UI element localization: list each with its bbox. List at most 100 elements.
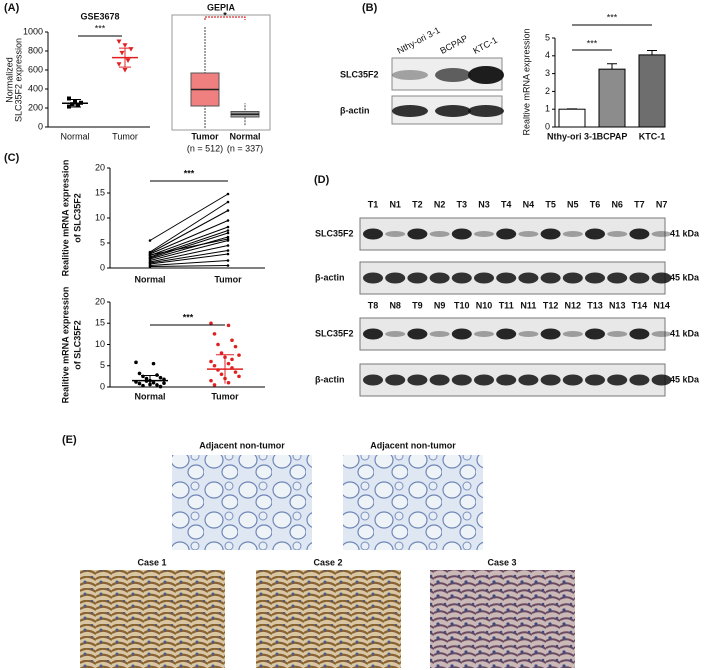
row-label: β-actin [315,374,345,384]
x-tick-label: KTC-1 [639,131,666,141]
lane-label: T9 [412,300,423,310]
data-point [226,200,230,204]
significance: *** [587,38,598,48]
x-tick-label: Normal [134,274,165,284]
row-label: SLC35F2 [315,228,354,238]
blot-band [407,374,428,386]
ihc-image [80,570,225,668]
image-title: Adjacent non-tumor [199,440,285,450]
data-point [76,103,80,108]
y-tick-label: 10 [95,212,105,222]
lane-label: N12 [565,300,582,310]
pair-line [149,201,229,253]
blot-band [385,231,406,237]
sample-count: (n = 337) [227,143,263,153]
y-tick-label: 20 [95,296,105,306]
pair-line [149,245,229,263]
y-axis-label: SLC35F2 expression [13,38,23,122]
lane-label: Nthy-ori 3-1 [395,25,441,56]
ihc-image [430,570,575,668]
blot-band [585,228,605,240]
data-point [137,371,142,376]
y-tick-label: 15 [95,187,105,197]
ihc-image [343,455,483,550]
data-point [226,252,230,256]
blot-band [451,272,472,284]
pair-line [149,265,229,267]
data-point [226,192,230,196]
blot-band [468,105,504,117]
y-tick-label: 400 [28,83,43,93]
lane-label: T2 [412,199,423,209]
blot-band [451,374,472,386]
x-tick-label: Tumor [112,131,138,141]
blot-band [540,228,561,240]
blot-band [474,272,494,284]
data-point [230,357,234,362]
lane-label: KTC-1 [471,35,499,56]
data-point [230,338,234,343]
lane-label: N3 [478,199,490,209]
blot-band [429,272,450,284]
data-point [137,381,142,386]
data-point [119,50,125,56]
blot-band [407,228,428,240]
data-point [233,344,238,349]
blot-band [629,328,650,340]
data-point [226,361,231,366]
data-point [70,102,74,107]
error-bar [216,354,234,384]
lane-label: N9 [434,300,446,310]
data-point [122,43,128,48]
blot-band [451,228,472,240]
lane-label: N10 [476,300,493,310]
data-point [237,374,241,379]
x-tick-label: Tumor [211,391,239,401]
kda-label: 41 kDa [670,328,700,338]
blot-band [407,272,428,284]
lane-label: T6 [590,199,601,209]
data-point [212,383,217,387]
error-bar [141,375,159,386]
blot-band [363,272,383,284]
blot-band [474,331,494,337]
data-point [212,363,217,368]
blot-band [392,105,428,117]
blot-band [562,272,583,284]
blot-band [474,231,494,237]
y-tick-label: 800 [28,45,43,55]
data-point [233,370,238,374]
lane-label: T7 [634,199,645,209]
data-point [148,239,152,242]
blot-band [651,231,672,237]
pair-line [149,236,229,260]
blot-band [607,331,628,337]
x-tick-label: Normal [229,131,260,141]
blot-band [540,272,561,284]
data-point [226,237,230,241]
lane-label: T4 [501,199,512,209]
data-point [134,360,138,365]
y-tick-label: 2 [545,86,550,96]
blot-band [518,374,539,386]
image-title: Case 3 [487,557,516,567]
data-point [116,39,122,44]
lane-label: T13 [587,300,603,310]
y-axis-label: of SLC35F2 [72,320,82,370]
y-tick-label: 1 [545,104,550,114]
blot-band [540,374,561,386]
blot-band [429,331,450,337]
blot-band [385,331,406,337]
lane-label: T12 [543,300,559,310]
blot-band [607,374,628,386]
error-bar [647,49,657,55]
blot-band [518,272,539,284]
data-point [209,359,213,364]
x-tick-label: Normal [134,391,165,401]
y-tick-label: 10 [95,339,105,349]
data-point [219,351,224,355]
data-point [155,383,159,387]
blot-band [585,328,605,340]
lane-label: T3 [457,199,468,209]
data-point [226,264,230,267]
